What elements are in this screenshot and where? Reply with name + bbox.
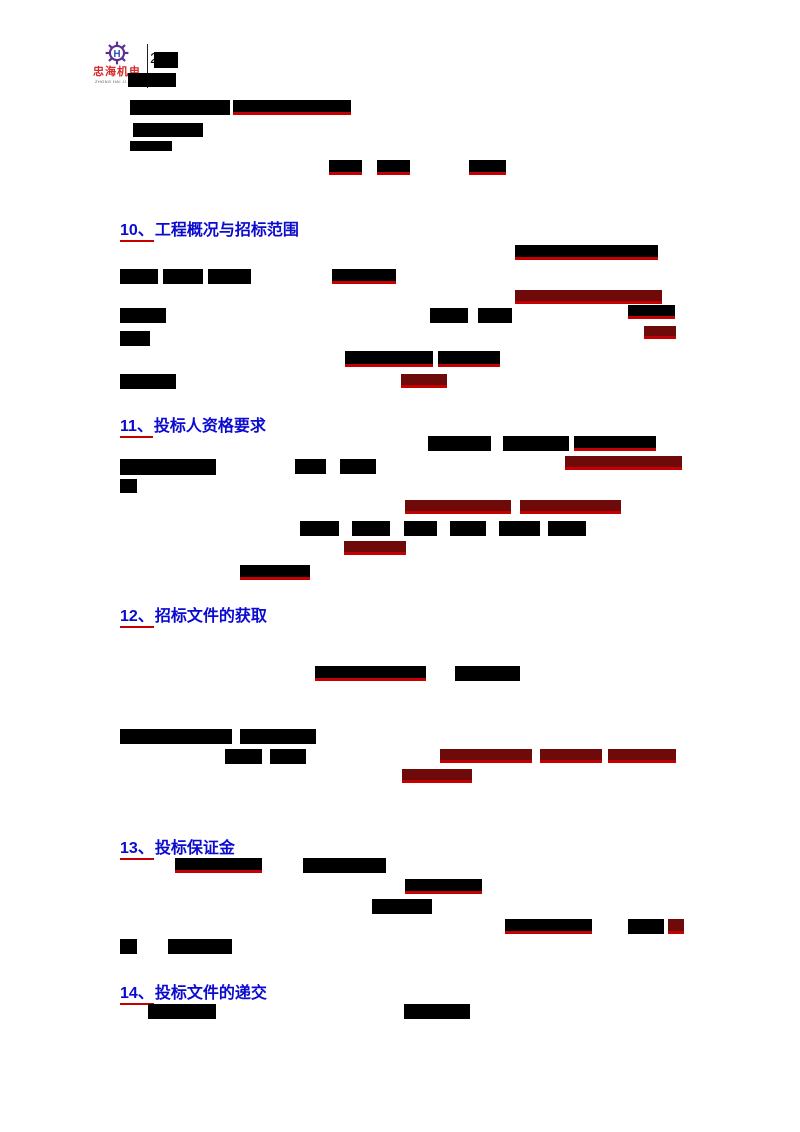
redacted-text-underlined — [175, 858, 262, 873]
section-number: 12、 — [120, 608, 154, 628]
redacted-text — [450, 521, 486, 536]
company-name-cn: 忠海机电 — [93, 66, 141, 78]
redacted-text — [428, 436, 491, 451]
redacted-text — [133, 123, 203, 137]
redacted-text — [120, 459, 216, 475]
redacted-text-underlined — [505, 919, 592, 934]
section-title: 投标保证金 — [154, 840, 235, 857]
redacted-text — [120, 374, 176, 389]
redacted-text — [300, 521, 339, 536]
redacted-text — [120, 269, 158, 284]
redacted-text — [154, 52, 178, 68]
redacted-text — [148, 1004, 216, 1019]
redacted-text-underlined — [438, 351, 500, 367]
section-heading: 14、投标文件的递交 — [120, 985, 267, 1005]
redacted-text-underlined — [345, 351, 433, 367]
redacted-text — [120, 939, 137, 954]
redacted-text-underlined — [540, 749, 602, 763]
redacted-text — [120, 479, 137, 493]
redacted-text — [499, 521, 540, 536]
redacted-text — [628, 919, 664, 934]
section-number: 10、 — [120, 222, 154, 242]
redacted-text — [404, 1004, 470, 1019]
redacted-text — [303, 858, 386, 873]
section-number: 11、 — [120, 418, 153, 438]
redacted-text-underlined — [332, 269, 396, 284]
section-number: 13、 — [120, 840, 154, 860]
redacted-text-underlined — [644, 326, 676, 339]
redacted-text — [128, 73, 176, 87]
redacted-text-underlined — [515, 290, 662, 304]
redacted-text-underlined — [405, 500, 511, 514]
redacted-text-underlined — [240, 565, 310, 580]
redacted-text-underlined — [402, 769, 472, 783]
redacted-text — [372, 899, 432, 914]
redacted-text — [478, 308, 512, 323]
redacted-text — [130, 141, 172, 151]
redacted-text-underlined — [469, 160, 506, 175]
redacted-text-underlined — [315, 666, 426, 681]
redacted-text — [120, 729, 232, 744]
section-heading: 10、工程概况与招标范围 — [120, 222, 299, 242]
redacted-text — [430, 308, 468, 323]
redacted-text — [168, 939, 232, 954]
redacted-text — [130, 100, 230, 115]
redacted-text — [503, 436, 569, 451]
redacted-text-underlined — [344, 541, 406, 555]
redacted-text-underlined — [377, 160, 410, 175]
redacted-text-underlined — [668, 919, 684, 934]
section-heading: 11、投标人资格要求 — [120, 418, 266, 438]
redacted-text — [163, 269, 203, 284]
redacted-text-underlined — [628, 305, 675, 319]
redacted-text-underlined — [401, 374, 447, 388]
redacted-text-underlined — [565, 456, 682, 470]
redacted-text-underlined — [520, 500, 621, 514]
redacted-text-underlined — [608, 749, 676, 763]
redacted-text-underlined — [405, 879, 482, 894]
company-name-en: ZHONG HAI JI DIAN — [95, 79, 139, 84]
redacted-text-underlined — [329, 160, 362, 175]
section-title: 投标文件的递交 — [154, 985, 267, 1002]
redacted-text — [352, 521, 390, 536]
redacted-text — [455, 666, 520, 681]
redacted-text — [340, 459, 376, 474]
header-divider — [147, 44, 148, 88]
redacted-text — [120, 308, 166, 323]
redacted-text — [270, 749, 306, 764]
redacted-text — [208, 269, 251, 284]
redacted-text-underlined — [233, 100, 351, 115]
section-title: 招标文件的获取 — [154, 608, 267, 625]
svg-text:H: H — [113, 49, 120, 60]
section-heading: 12、招标文件的获取 — [120, 608, 267, 628]
section-heading: 13、投标保证金 — [120, 840, 235, 860]
section-number: 14、 — [120, 985, 154, 1005]
redacted-text — [548, 521, 586, 536]
redacted-text — [295, 459, 326, 474]
redacted-text — [225, 749, 262, 764]
redacted-text-underlined — [574, 436, 656, 451]
gear-icon: H — [105, 41, 129, 65]
company-logo: H 忠海机电 ZHONG HAI JI DIAN — [88, 40, 146, 92]
redacted-text — [404, 521, 437, 536]
redacted-text-underlined — [440, 749, 532, 763]
section-title: 工程概况与招标范围 — [154, 222, 299, 239]
redacted-text — [240, 729, 316, 744]
section-title: 投标人资格要求 — [153, 418, 266, 435]
redacted-text-underlined — [515, 245, 658, 260]
redacted-text — [120, 331, 150, 346]
